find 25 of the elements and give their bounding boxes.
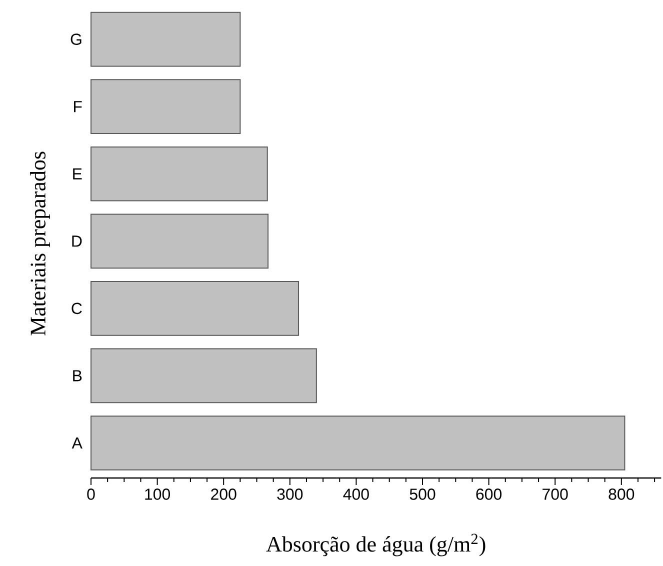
y-tick-label: G bbox=[70, 34, 82, 45]
x-tick-label: 0 bbox=[87, 488, 95, 500]
bar bbox=[90, 281, 300, 336]
x-tick-label: 300 bbox=[277, 488, 303, 500]
y-tick-label: F bbox=[74, 101, 82, 112]
x-tick-label: 800 bbox=[608, 488, 634, 500]
x-tick-label: 100 bbox=[145, 488, 170, 500]
y-tick-label: A bbox=[72, 438, 82, 449]
x-tick-label: 200 bbox=[211, 488, 236, 500]
bar bbox=[90, 146, 268, 202]
bar bbox=[90, 79, 241, 134]
y-tick-label: B bbox=[73, 370, 82, 382]
bar bbox=[90, 348, 317, 404]
bar bbox=[90, 12, 241, 67]
y-tick-label: E bbox=[73, 168, 82, 180]
y-axis-title: Materiais preparados bbox=[30, 152, 50, 336]
x-axis-title: Absorção de água (g/m$^{2}$) bbox=[266, 534, 486, 556]
x-tick-label: 700 bbox=[542, 488, 568, 500]
x-tick-label: 400 bbox=[343, 488, 369, 500]
bar bbox=[90, 416, 626, 470]
bar bbox=[90, 214, 269, 269]
y-tick-label: D bbox=[72, 236, 82, 247]
y-tick-label: C bbox=[72, 302, 82, 314]
x-tick-label: 500 bbox=[410, 488, 436, 500]
x-tick-label: 600 bbox=[476, 488, 502, 500]
